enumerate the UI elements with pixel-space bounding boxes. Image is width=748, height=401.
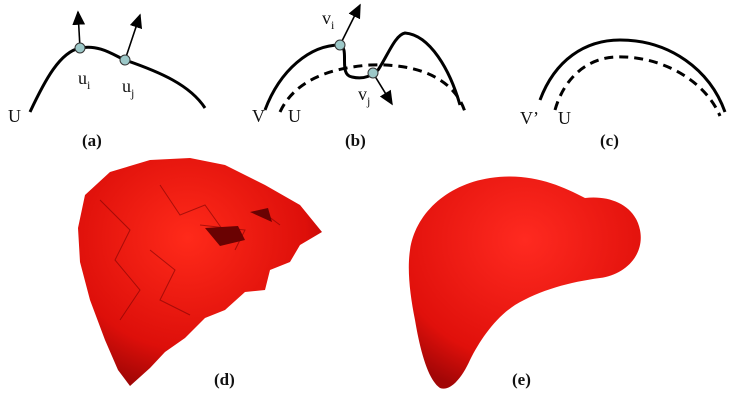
label: U [288,106,301,126]
figure: ui uj U (a) vi vj V U (b) V’ U (c) (d) (… [0,0,748,401]
panel-a: ui uj U (a) [8,12,205,150]
label: vi [322,8,335,32]
point [75,43,85,53]
dashed-curve [555,57,720,116]
label-part: i [331,18,335,32]
caption: (b) [345,131,366,150]
caption: (a) [82,131,102,150]
label-part: j [366,94,370,108]
panel-b: vi vj V U (b) [252,5,465,150]
liver-smooth [409,176,641,388]
curve [540,40,725,112]
label-part: v [358,84,367,104]
label: U [558,108,571,128]
curve [30,47,205,112]
caption: (d) [214,370,235,389]
point [120,55,130,65]
label: V’ [520,108,539,128]
caption: (c) [600,131,619,150]
label: vj [358,84,370,108]
normal-arrow [125,15,140,60]
normal-arrow [340,5,360,45]
panel-d: (d) [78,158,322,389]
point [368,68,378,78]
label-part: v [322,8,331,28]
point [335,40,345,50]
label: V [252,106,265,126]
label-part: u [78,68,87,88]
label-part: i [87,78,91,92]
liver-rough [78,158,322,386]
label: ui [78,68,91,92]
panel-e: (e) [409,176,641,389]
panel-c: V’ U (c) [520,40,725,150]
label-part: j [130,86,134,100]
label-part: u [122,76,131,96]
label: uj [122,76,134,100]
caption: (e) [512,370,531,389]
label: U [8,106,21,126]
